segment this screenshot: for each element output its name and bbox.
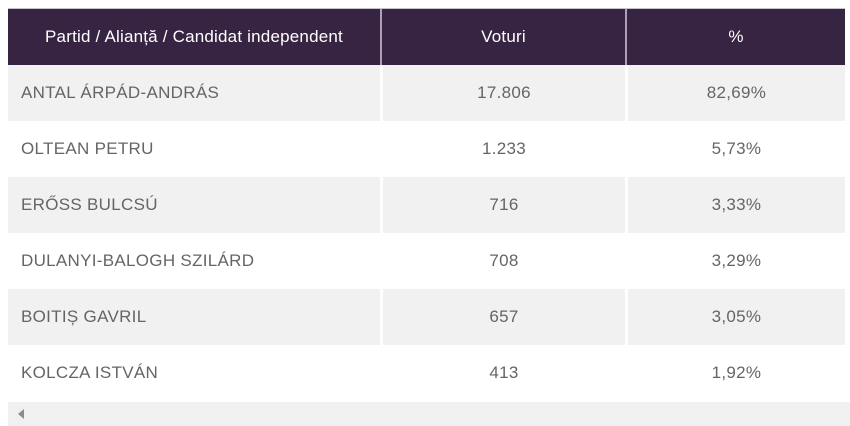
candidate-name: KOLCZA ISTVÁN (21, 363, 159, 382)
table-header-row: Partid / Alianță / Candidat independent … (8, 8, 845, 65)
candidate-name: ERŐSS BULCSÚ (21, 195, 158, 214)
votes-value: 1.233 (380, 121, 625, 177)
horizontal-scrollbar[interactable] (8, 402, 850, 426)
candidate-name: ANTAL ÁRPÁD-ANDRÁS (21, 83, 220, 102)
table-row: KOLCZA ISTVÁN 413 1,92% (8, 345, 845, 401)
table-row: ERŐSS BULCSÚ 716 3,33% (8, 177, 845, 233)
table-row: BOITIȘ GAVRIL 657 3,05% (8, 289, 845, 345)
scroll-left-arrow-icon[interactable] (18, 409, 24, 419)
percent-value: 3,33% (625, 177, 845, 233)
votes-value: 17.806 (380, 65, 625, 121)
percent-value: 82,69% (625, 65, 845, 121)
votes-value: 413 (380, 345, 625, 401)
votes-value: 708 (380, 233, 625, 289)
results-table: Partid / Alianță / Candidat independent … (8, 8, 845, 401)
table-body: ANTAL ÁRPÁD-ANDRÁS 17.806 82,69% OLTEAN … (8, 65, 845, 401)
candidate-name: BOITIȘ GAVRIL (21, 307, 147, 326)
column-header-percent: % (625, 9, 845, 65)
percent-value: 3,29% (625, 233, 845, 289)
votes-value: 657 (380, 289, 625, 345)
percent-value: 3,05% (625, 289, 845, 345)
percent-value: 5,73% (625, 121, 845, 177)
candidate-name: DULANYI-BALOGH SZILÁRD (21, 251, 255, 270)
percent-value: 1,92% (625, 345, 845, 401)
column-header-votes: Voturi (380, 9, 625, 65)
candidate-name: OLTEAN PETRU (21, 139, 154, 158)
table-row: ANTAL ÁRPÁD-ANDRÁS 17.806 82,69% (8, 65, 845, 121)
table-row: OLTEAN PETRU 1.233 5,73% (8, 121, 845, 177)
column-header-party: Partid / Alianță / Candidat independent (45, 27, 343, 46)
table-row: DULANYI-BALOGH SZILÁRD 708 3,29% (8, 233, 845, 289)
votes-value: 716 (380, 177, 625, 233)
